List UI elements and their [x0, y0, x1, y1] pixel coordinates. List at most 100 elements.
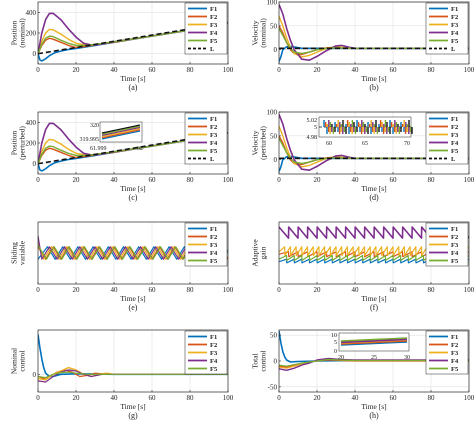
x-axis-label: Time [s]: [361, 74, 386, 83]
inset-tick-label: 5: [314, 125, 317, 131]
y-tick-label: 100: [267, 0, 278, 7]
x-tick-label: 100: [223, 176, 234, 184]
legend-label-f5: F5: [451, 38, 459, 45]
subplot-a: 0 20 40 60 80 100 0 200 400 Time [s](a) Position (n…: [10, 1, 234, 92]
subplot-d: 0 20 40 60 80 100 0 50 100 Time [s](d) Velocity (pe…: [251, 109, 474, 203]
x-axis-label: Time [s]: [361, 294, 386, 303]
x-tick-label: 40: [111, 176, 119, 184]
inset-tick-label: 320: [90, 123, 99, 129]
inset-tick-label: 70: [404, 141, 410, 147]
legend-label-f2: F2: [451, 342, 458, 349]
legend-label-f5: F5: [210, 148, 218, 155]
legend-label-f3: F3: [210, 22, 218, 29]
x-tick-label: 60: [149, 286, 157, 294]
x-tick-label: 60: [390, 286, 398, 294]
inset-tick-label: 10: [331, 333, 337, 339]
x-tick-label: 100: [464, 394, 474, 402]
legend-label-l: L: [451, 156, 456, 163]
series-group: [279, 330, 469, 371]
x-tick-label: 0: [36, 176, 40, 184]
y-tick-label: 400: [26, 9, 37, 17]
legend-label-f1: F1: [210, 116, 217, 123]
y-tick-label: 200: [26, 140, 37, 148]
y-tick-label: 0: [274, 156, 278, 164]
x-tick-label: 80: [428, 66, 436, 74]
x-tick-label: 20: [314, 176, 322, 184]
x-tick-label: 0: [36, 66, 40, 74]
inset-line: [101, 124, 141, 134]
x-tick-label: 80: [428, 394, 436, 402]
inset-line: [101, 126, 141, 136]
x-axis-label: Time [s]: [120, 294, 145, 303]
inset-line: [101, 130, 141, 140]
x-tick-label: 100: [223, 394, 234, 402]
x-axis-label: Time [s]: [120, 402, 145, 411]
legend-label-l: L: [210, 46, 215, 53]
y-axis-label: Adaptive gain: [251, 239, 268, 267]
subplot-b: 0 20 40 60 80 100 0 50 100 Time [s](b) Velocity (no…: [251, 0, 474, 92]
subplot-g: 0 20 40 60 80 100 0 Time [s](g) Nominal control F1…: [10, 329, 234, 420]
x-tick-label: 80: [428, 176, 436, 184]
legend-label-f1: F1: [451, 226, 458, 233]
legend-label-f2: F2: [451, 124, 458, 131]
y-tick-label: 400: [26, 119, 37, 127]
subplot-caption: (d): [369, 193, 379, 202]
inset-line: [101, 125, 141, 135]
x-tick-label: 100: [464, 286, 474, 294]
y-tick-label: 50: [270, 332, 278, 340]
legend-box: [425, 2, 469, 55]
y-tick-label: 50: [270, 132, 278, 140]
axes-frame: [278, 1, 470, 65]
y-tick-label: -50: [268, 383, 278, 391]
inset: 320 319.995 61.999 62: [80, 121, 143, 152]
series-line-f5: [279, 358, 469, 367]
inset-tick-label: 319.995: [80, 137, 100, 143]
y-tick-label: 100: [267, 109, 278, 117]
x-tick-label: 100: [223, 286, 234, 294]
legend-label-f4: F4: [451, 30, 459, 37]
legend-label-f2: F2: [210, 342, 217, 349]
inset-tick-label: 20: [338, 355, 344, 361]
y-axis-label-line: Total: [251, 353, 260, 368]
x-tick-label: 0: [36, 394, 40, 402]
x-axis-label: Time [s]: [120, 184, 145, 193]
subplot-caption: (e): [129, 303, 138, 312]
legend-label-f5: F5: [451, 366, 459, 373]
legend-box: [184, 112, 228, 165]
y-axis-label-line: (nominal): [18, 18, 27, 48]
legend-label-f1: F1: [210, 6, 217, 13]
series-group: [38, 12, 228, 62]
y-tick-label: 0: [274, 46, 278, 54]
legend-label-f4: F4: [451, 140, 459, 147]
y-axis-label-line: variable: [18, 240, 27, 265]
axes-frame: [37, 221, 229, 285]
x-tick-label: 20: [314, 286, 322, 294]
legend-label-f1: F1: [451, 334, 458, 341]
inset: 105 020 25 30: [331, 332, 410, 361]
inset-tick-label: 61.999: [90, 146, 107, 152]
y-axis-label: Velocity (perturbed): [251, 126, 268, 160]
axes-frame: [37, 329, 229, 393]
x-tick-label: 40: [352, 176, 360, 184]
inset-tick-label: 4.98: [307, 135, 318, 141]
y-tick-label: 50: [270, 22, 278, 30]
y-axis-label: Sliding variable: [10, 240, 27, 265]
y-axis-label-line: (perturbed): [18, 126, 27, 160]
x-tick-label: 20: [73, 176, 81, 184]
subplot-e: 0 20 40 60 80 100 Time [s](e) Sliding variable F1…: [10, 221, 234, 312]
legend-label-f3: F3: [210, 242, 218, 249]
x-tick-label: 40: [111, 66, 119, 74]
axes-frame: [278, 221, 470, 285]
legend-label-f4: F4: [210, 358, 218, 365]
legend-box: [184, 2, 228, 55]
legend-label-f4: F4: [451, 358, 459, 365]
x-tick-label: 60: [390, 394, 398, 402]
legend-label-f3: F3: [451, 350, 459, 357]
series-group: [279, 4, 469, 62]
